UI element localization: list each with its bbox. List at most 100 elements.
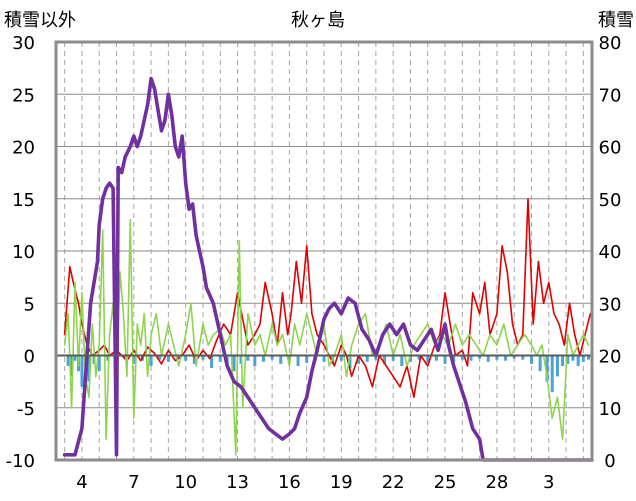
bar-mark <box>348 355 352 369</box>
bar-mark <box>232 355 236 372</box>
x-tick-label: 28 <box>485 472 508 493</box>
left-axis: 30 25 20 15 10 5 0 -5 -10 <box>6 33 35 472</box>
x-tick-label: 16 <box>278 472 301 493</box>
bar-mark <box>132 355 136 364</box>
bar-mark <box>495 355 499 360</box>
right-axis-title: 積雪 <box>598 10 634 31</box>
y-left-tick-label: -10 <box>6 451 35 472</box>
bar-mark <box>555 355 559 377</box>
bar-mark <box>70 355 74 377</box>
series-line-1 <box>63 198 592 399</box>
y-left-tick-label: 30 <box>12 33 35 54</box>
y-right-tick-label: 30 <box>599 294 622 315</box>
plot-frame <box>54 40 594 462</box>
bar-mark <box>561 355 565 366</box>
x-tick-label: 22 <box>382 472 405 493</box>
bar-mark <box>166 355 170 362</box>
y-right-tick-label: 40 <box>599 242 622 263</box>
bar-mark <box>443 355 447 364</box>
bar-mark <box>469 355 473 361</box>
y-left-tick-label: 20 <box>12 138 35 159</box>
series-line-2 <box>63 218 590 456</box>
bar-mark <box>400 355 404 366</box>
bar-mark <box>434 355 438 361</box>
x-tick-label: 4 <box>76 472 87 493</box>
y-left-tick-label: 15 <box>12 190 35 211</box>
y-right-tick-label: 10 <box>599 399 622 420</box>
bar-mark <box>149 355 153 366</box>
bar-mark <box>287 355 291 361</box>
bar-mark <box>417 355 421 360</box>
bar-mark <box>210 355 214 369</box>
bar-mark <box>339 355 343 361</box>
bar-mark <box>550 355 554 393</box>
y-left-tick-label: -5 <box>17 399 35 420</box>
bar-mark <box>66 355 70 366</box>
bar-mark <box>357 355 361 364</box>
bar-mark <box>218 355 222 362</box>
bar-mark <box>322 355 326 362</box>
y-left-tick-label: 25 <box>12 85 35 106</box>
bar-mark <box>270 355 274 360</box>
x-tick-label: 3 <box>543 472 554 493</box>
bar-mark <box>374 355 378 360</box>
y-right-tick-label: 80 <box>599 33 622 54</box>
bar-mark <box>106 355 110 361</box>
bar-mark <box>576 355 580 366</box>
x-tick-label: 10 <box>174 472 197 493</box>
bar-mark <box>158 355 162 360</box>
y-right-tick-label: 60 <box>599 138 622 159</box>
series-layer <box>62 76 594 462</box>
bar-mark <box>521 355 525 360</box>
frame-rect <box>54 40 594 462</box>
chart-title: 秋ヶ島 <box>291 10 345 31</box>
bar-mark <box>391 355 395 361</box>
bar-mark <box>201 355 205 360</box>
bar-mark <box>253 355 257 366</box>
grid <box>56 42 592 460</box>
bar-mark <box>305 355 309 363</box>
bar-mark <box>538 355 542 372</box>
bar-mark <box>383 355 387 364</box>
bar-mark <box>97 355 101 372</box>
x-tick-label: 7 <box>128 472 139 493</box>
bar-mark <box>365 355 369 362</box>
right-axis: 80 70 60 50 40 30 20 10 0 <box>599 33 622 472</box>
bar-mark <box>529 355 533 364</box>
series-line-3 <box>62 76 594 462</box>
x-tick-label: 13 <box>226 472 249 493</box>
bar-mark <box>545 355 549 382</box>
x-axis: 4 7 10 13 16 19 22 25 28 3 <box>76 472 554 493</box>
bar-mark <box>87 355 91 382</box>
bar-mark <box>571 355 575 361</box>
bar-mark <box>504 355 508 361</box>
left-axis-title: 積雪以外 <box>4 10 76 31</box>
x-tick-label: 25 <box>434 472 457 493</box>
y-right-tick-label: 70 <box>599 85 622 106</box>
bar-mark <box>408 355 412 362</box>
bar-mark <box>296 355 300 366</box>
y-left-tick-label: 10 <box>12 242 35 263</box>
y-left-tick-label: 0 <box>24 347 35 368</box>
bar-mark <box>192 355 196 364</box>
bar-mark <box>279 355 283 364</box>
bar-mark <box>460 355 464 360</box>
bar-mark <box>246 355 250 361</box>
bar-mark <box>581 355 585 362</box>
bar-mark <box>426 355 430 363</box>
bar-mark <box>73 355 77 361</box>
bar-mark <box>478 355 482 359</box>
x-tick-label: 19 <box>330 472 353 493</box>
bar-mark <box>184 355 188 361</box>
y-right-tick-label: 50 <box>599 190 622 211</box>
bar-mark <box>80 355 84 387</box>
bar-mark <box>512 355 516 359</box>
y-left-tick-label: 5 <box>24 294 35 315</box>
bar-mark <box>587 355 591 360</box>
bar-mark <box>566 355 570 364</box>
bar-mark <box>486 355 490 362</box>
bar-mark <box>261 355 265 362</box>
y-right-tick-label: 0 <box>604 451 615 472</box>
y-right-tick-label: 20 <box>599 347 622 368</box>
